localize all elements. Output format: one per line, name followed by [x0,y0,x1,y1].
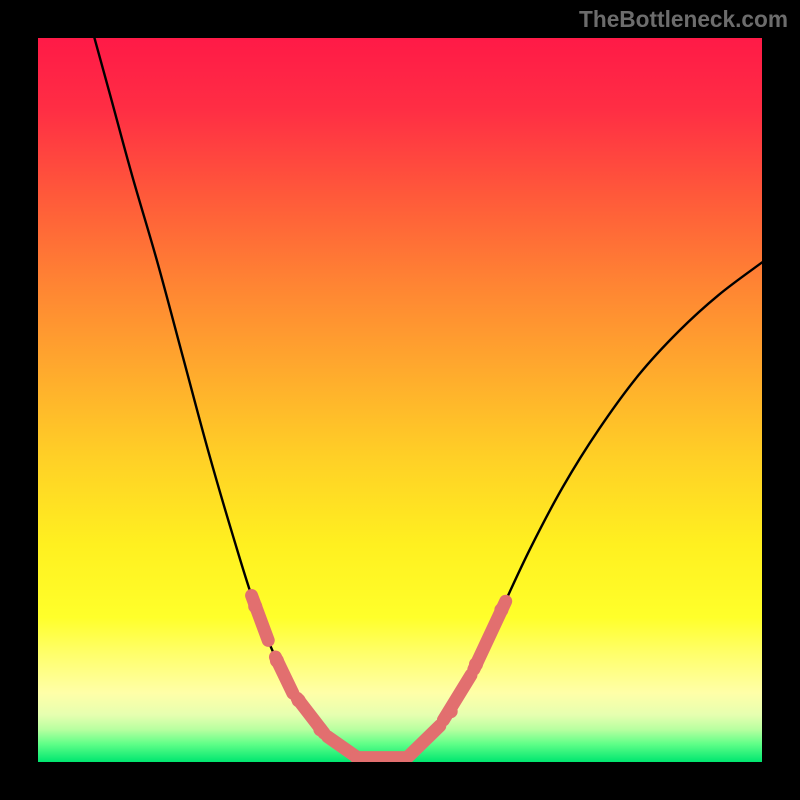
chart-overlay [38,38,762,762]
marker-point [292,693,306,707]
plot-area [38,38,762,762]
marker-point [248,599,262,613]
marker-point [469,657,483,671]
attribution-text: TheBottleneck.com [579,6,788,33]
marker-segment [409,726,440,756]
marker-point [270,654,284,668]
bottleneck-curve [94,38,762,761]
chart-frame: TheBottleneck.com [0,0,800,800]
marker-point [313,722,327,736]
marker-point [444,704,458,718]
marker-point [494,603,508,617]
